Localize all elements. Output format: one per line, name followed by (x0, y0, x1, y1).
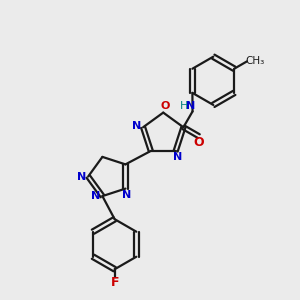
Text: CH₃: CH₃ (246, 56, 265, 66)
Text: N: N (172, 152, 182, 162)
Text: N: N (77, 172, 86, 182)
Text: H: H (180, 101, 188, 111)
Text: N: N (132, 121, 141, 131)
Text: N: N (122, 190, 131, 200)
Text: N: N (186, 101, 196, 111)
Text: O: O (194, 136, 204, 149)
Text: F: F (110, 276, 119, 289)
Text: O: O (160, 101, 169, 111)
Text: N: N (91, 191, 101, 201)
